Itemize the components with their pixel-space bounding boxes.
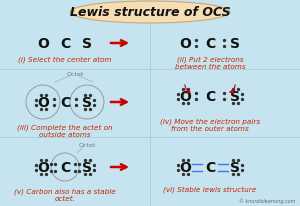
Text: C: C [60, 96, 70, 109]
Text: (vi) Stable lewis structure: (vi) Stable lewis structure [164, 185, 256, 192]
Text: (i) Select the center atom: (i) Select the center atom [18, 56, 112, 62]
Text: Octet: Octet [66, 72, 84, 77]
Text: O: O [179, 90, 191, 103]
Text: Lewis structure of OCS: Lewis structure of OCS [70, 6, 230, 19]
Text: C: C [60, 160, 70, 174]
Text: Octet: Octet [78, 142, 96, 147]
Text: C: C [60, 37, 70, 51]
Text: S: S [230, 37, 240, 51]
Text: C: C [205, 160, 215, 174]
Text: (ii) Put 2 electrons
between the atoms: (ii) Put 2 electrons between the atoms [175, 56, 245, 69]
Text: C: C [205, 90, 215, 103]
Ellipse shape [70, 2, 230, 24]
Text: (iv) Move the electron pairs
from the outer atoms: (iv) Move the electron pairs from the ou… [160, 117, 260, 131]
Text: S: S [82, 96, 92, 109]
Text: (iii) Complete the actet on
outside atoms: (iii) Complete the actet on outside atom… [17, 123, 113, 137]
Text: O: O [37, 160, 49, 174]
Text: (v) Carbon also has a stable
octet.: (v) Carbon also has a stable octet. [14, 187, 116, 201]
Text: S: S [82, 160, 92, 174]
Text: C: C [205, 37, 215, 51]
Text: S: S [230, 160, 240, 174]
Text: O: O [179, 160, 191, 174]
Text: O: O [37, 37, 49, 51]
Text: S: S [230, 90, 240, 103]
Text: O: O [37, 96, 49, 109]
Text: O: O [179, 37, 191, 51]
Text: © knordislearning.com: © knordislearning.com [238, 197, 295, 203]
Text: S: S [82, 37, 92, 51]
